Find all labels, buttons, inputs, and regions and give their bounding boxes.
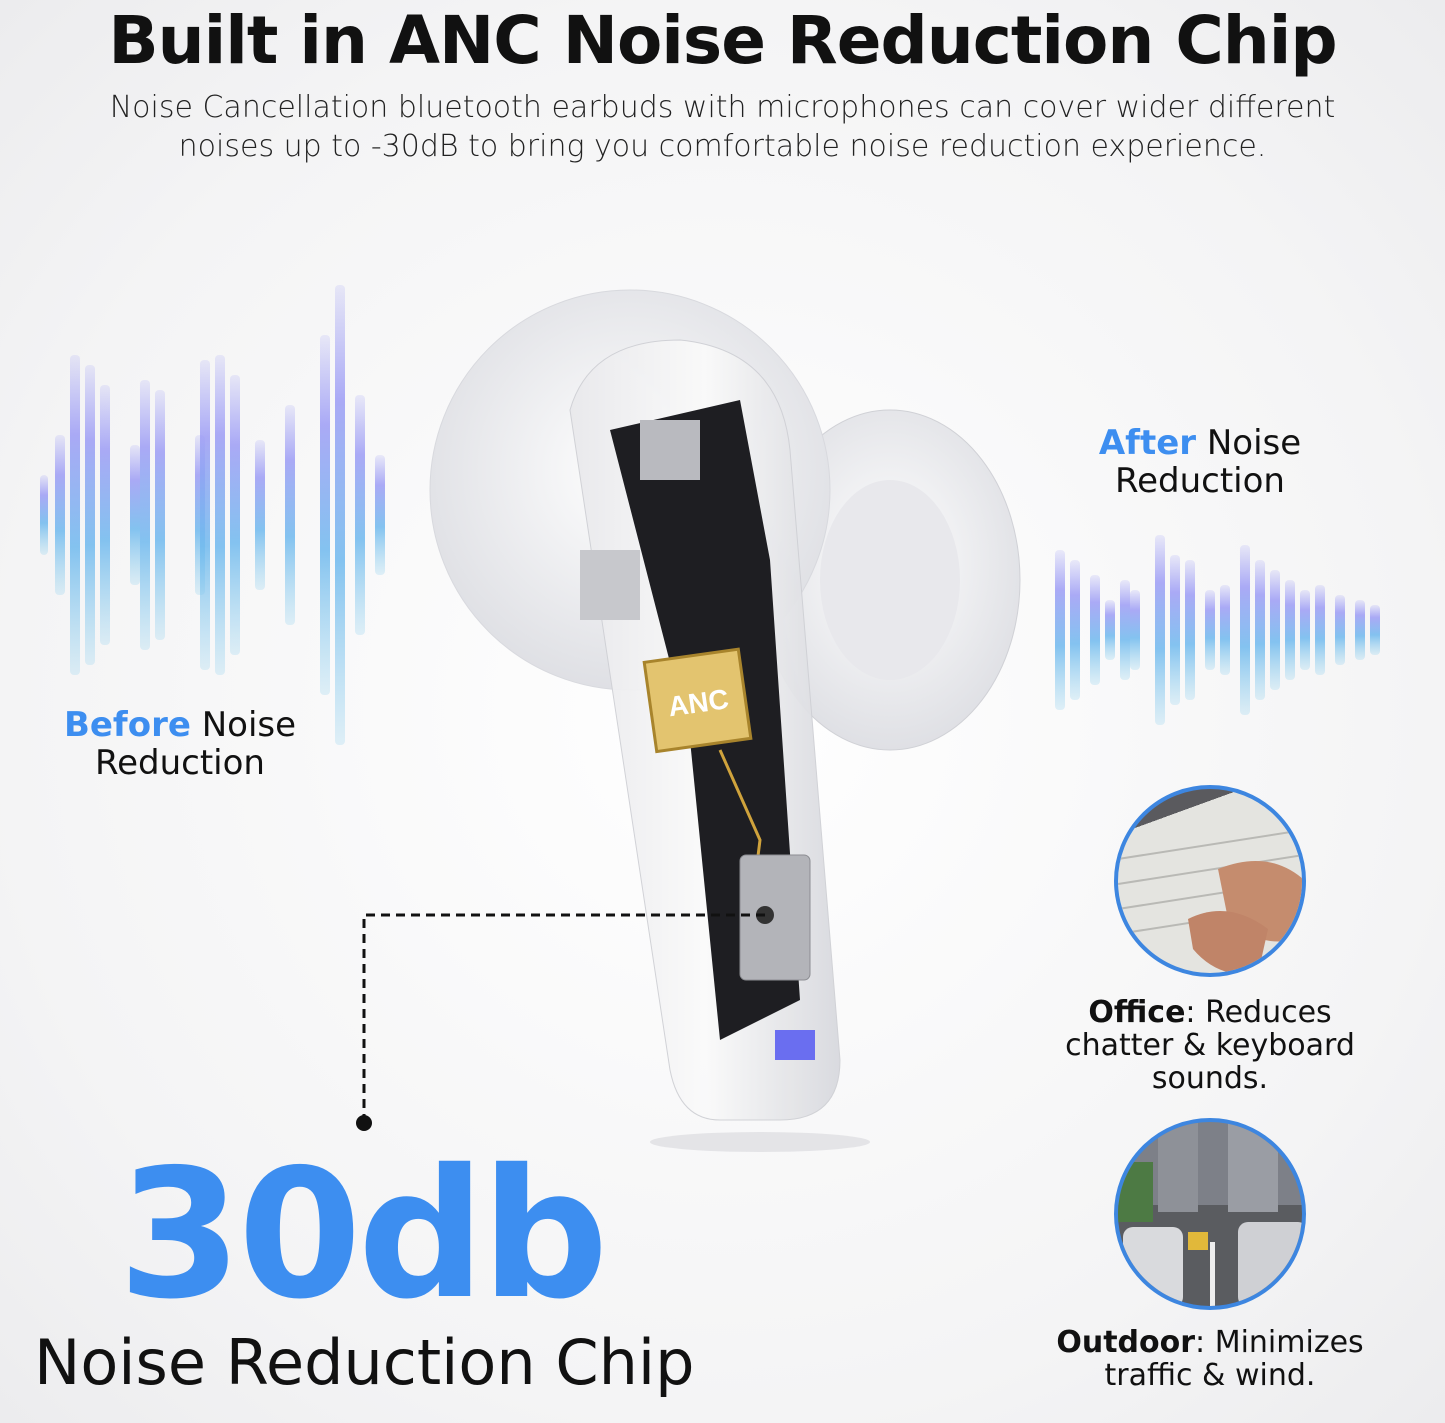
wave-bar <box>40 475 48 555</box>
wave-bar <box>1355 600 1365 660</box>
city-traffic-photo <box>1118 1122 1302 1306</box>
wave-bar <box>130 445 140 585</box>
wave-bar <box>285 405 295 625</box>
wave-bar <box>1120 580 1130 680</box>
wave-bar <box>85 365 95 665</box>
wave-bar <box>335 285 345 745</box>
wave-bar <box>1170 555 1180 705</box>
wave-bar <box>1300 590 1310 670</box>
noise-reduction-value: 30db <box>118 1131 609 1338</box>
wave-bar <box>1270 570 1280 690</box>
wave-bar <box>1240 545 1250 715</box>
office-title: Office <box>1088 995 1186 1030</box>
wave-bar <box>1185 560 1195 700</box>
outdoor-description: Outdoor: Minimizes traffic & wind. <box>1030 1326 1390 1392</box>
wave-bar <box>200 360 210 670</box>
office-text-2: chatter & keyboard <box>1065 1028 1355 1063</box>
wave-bar <box>375 455 385 575</box>
wave-bar <box>1055 550 1065 710</box>
wave-bar <box>1335 595 1345 665</box>
wave-bar <box>255 440 265 590</box>
wave-bar <box>55 435 65 595</box>
page-subtitle: Noise Cancellation bluetooth earbuds wit… <box>109 90 1336 164</box>
wave-bar <box>1155 535 1165 725</box>
callout-line <box>356 913 765 1131</box>
before-label-line2: Reduction <box>95 743 265 783</box>
wave-bar <box>1370 605 1380 655</box>
page-title: Built in ANC Noise Reduction Chip <box>108 2 1337 79</box>
office-description: Office: Reduces chatter & keyboard sound… <box>1040 996 1380 1095</box>
before-accent: Before <box>63 705 191 745</box>
office-keyboard-image <box>1114 785 1306 977</box>
wave-bar <box>1205 590 1215 670</box>
noise-reduction-label: Noise Reduction Chip <box>34 1326 695 1399</box>
before-label: Before Noise Reduction <box>40 706 320 782</box>
wave-bar <box>1315 585 1325 675</box>
wave-bar <box>320 335 330 695</box>
keyboard-typing-photo <box>1118 829 1302 973</box>
after-label-line2: Reduction <box>1115 461 1285 501</box>
wave-bar <box>100 385 110 645</box>
wave-bar <box>1220 585 1230 675</box>
wave-bar <box>1105 600 1115 660</box>
wave-bar <box>1070 560 1080 700</box>
wave-bar <box>1090 575 1100 685</box>
after-accent: After <box>1098 423 1197 463</box>
earbud-illustration: ANC <box>429 289 1021 1152</box>
before-label-rest: Noise <box>190 705 297 745</box>
wave-bar <box>355 395 365 635</box>
outdoor-text-1: : Minimizes <box>1195 1325 1364 1360</box>
office-text-1: : Reduces <box>1185 995 1332 1030</box>
outdoor-title: Outdoor <box>1056 1325 1196 1360</box>
wave-bar <box>155 390 165 640</box>
after-label: After Noise Reduction <box>1060 424 1340 500</box>
office-text-3: sounds. <box>1151 1061 1269 1096</box>
outdoor-text-2: traffic & wind. <box>1104 1358 1316 1393</box>
after-label-rest: Noise <box>1196 423 1302 463</box>
wave-bar <box>70 355 80 675</box>
wave-bar <box>215 355 225 675</box>
outdoor-traffic-image <box>1114 1118 1306 1310</box>
wave-bar <box>140 380 150 650</box>
wave-bar <box>1255 560 1265 700</box>
after-waveform <box>1055 535 1380 725</box>
wave-bar <box>230 375 240 655</box>
wave-bar <box>1285 580 1295 680</box>
anc-chip: ANC <box>642 647 753 754</box>
wave-bar <box>1130 590 1140 670</box>
before-waveform <box>40 285 385 745</box>
